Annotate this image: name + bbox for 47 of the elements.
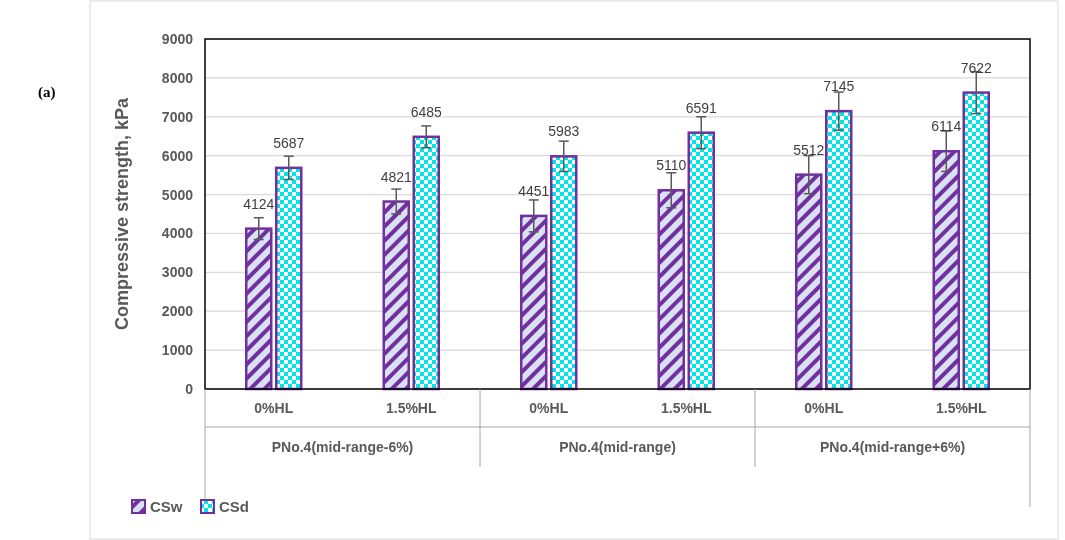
bar [962,91,990,391]
x-tick-label: 1.5%HL [660,400,712,416]
y-tick-label: 4000 [161,225,194,242]
bar [275,166,303,391]
y-tick-label: 9000 [161,31,194,47]
y-tick-label: 2000 [161,303,194,320]
x-tick-label: 0%HL [529,400,569,416]
bar [687,131,715,391]
bar [795,173,823,391]
bar [825,109,853,391]
bar [932,149,960,391]
y-tick-label: 0 [185,381,194,397]
x-tick-label: 1.5%HL [935,400,987,416]
x-tick-label: 1.5%HL [385,400,437,416]
bar [520,214,548,391]
data-label: 4821 [380,168,413,185]
legend-label: CSd [219,498,249,515]
text: PNo.4(mid-range-6%) [271,439,414,455]
bar [382,200,410,391]
data-label: 5512 [793,141,825,158]
data-label: 5983 [548,123,580,140]
data-label: 4124 [243,195,275,212]
bar [657,189,685,391]
x-tick-label: 0%HL [254,400,294,416]
y-tick-label: 1000 [161,342,194,359]
bar [412,135,440,391]
data-label: 6485 [410,103,443,120]
y-tick-label: 6000 [161,147,194,164]
bar [550,155,578,391]
data-label: 6114 [931,118,962,135]
data-label: 5687 [273,134,305,151]
data-label: 6591 [685,99,718,116]
data-label: 5110 [656,157,687,174]
legend-label: CSw [150,498,183,515]
text: PNo.4(mid-range+6%) [819,439,966,455]
data-label: 7145 [823,78,855,95]
data-label: 4451 [518,182,550,199]
y-tick-label: 7000 [161,108,194,125]
data-label: 7622 [960,59,993,76]
y-tick-label: 3000 [161,264,194,281]
y-axis-title: Compressive strength, kPa [112,96,132,331]
x-tick-label: 0%HL [804,400,844,416]
text: PNo.4(mid-range) [559,439,676,455]
y-tick-label: 5000 [161,186,194,203]
text: (a) [38,84,56,101]
bar [245,227,273,391]
y-tick-label: 8000 [161,69,194,86]
